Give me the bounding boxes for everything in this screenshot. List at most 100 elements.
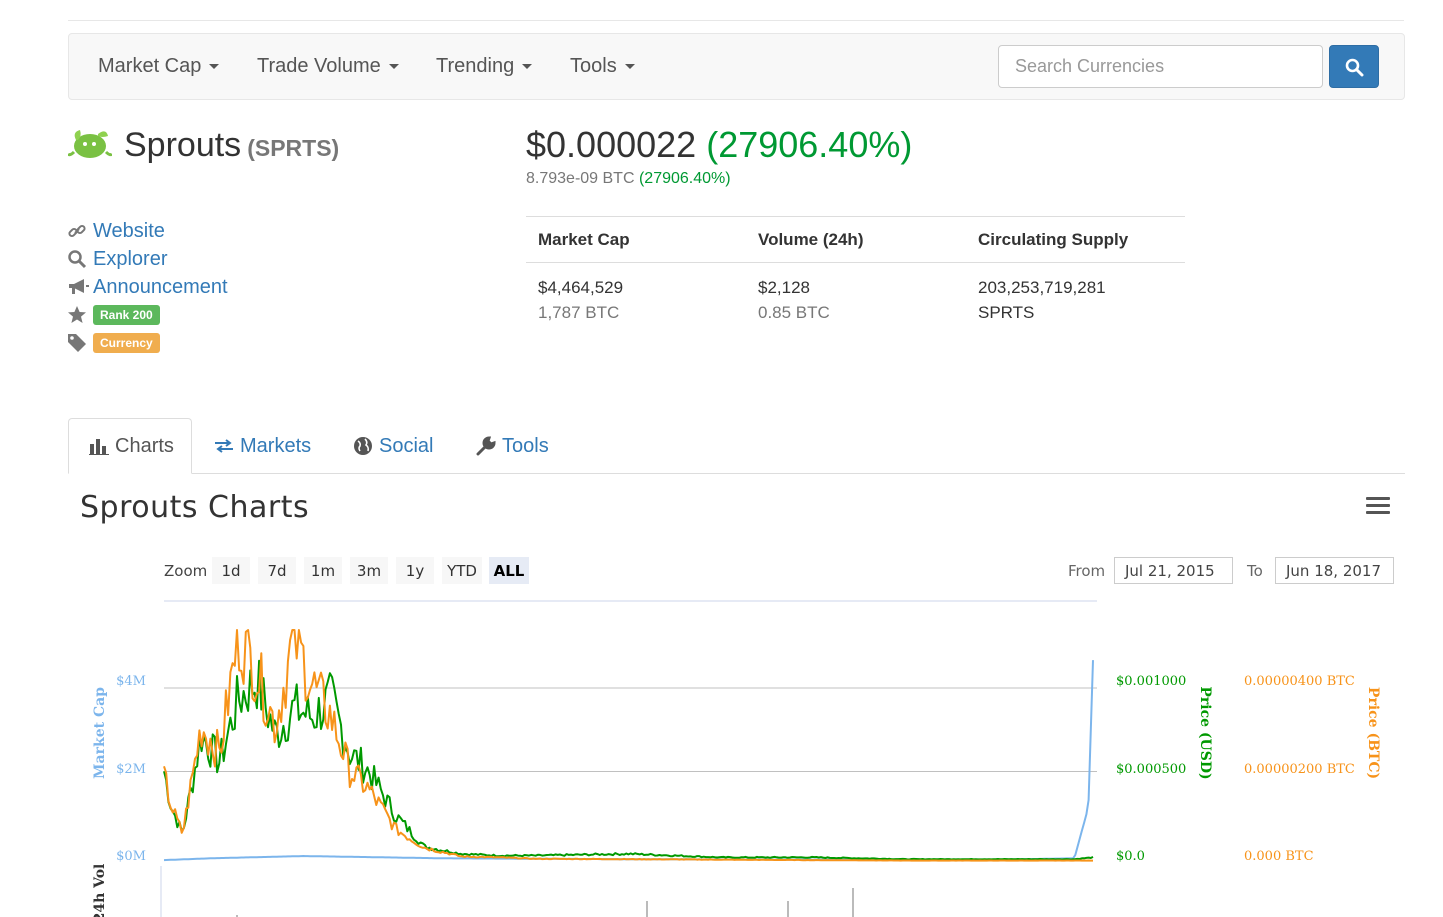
price-usd-block: $0.000022 (27906.40%) (526, 124, 912, 166)
tab-social-label: Social (379, 434, 434, 457)
link-icon (67, 221, 91, 241)
chart-title: Sprouts Charts (80, 490, 310, 525)
wrench-icon (476, 436, 496, 456)
website-link[interactable]: Website (93, 219, 165, 242)
chart-menu-button[interactable] (1366, 497, 1390, 517)
chart-grid (164, 687, 1097, 772)
nav-trade-volume-dropdown[interactable]: Trade Volume (257, 55, 399, 78)
zoom-label: Zoom (164, 562, 208, 580)
link-row-rank: Rank 200 (67, 301, 228, 329)
nav-trending-label: Trending (436, 55, 515, 77)
link-row-category: Currency (67, 329, 228, 357)
range-from-label: From (1068, 562, 1106, 580)
caret-down-icon (209, 64, 220, 70)
search-icon (1345, 58, 1364, 77)
stats-header-volume: Volume (24h) (758, 230, 864, 249)
nav-market-cap-dropdown[interactable]: Market Cap (98, 55, 220, 78)
search-icon (67, 249, 91, 269)
stat-market-cap-usd: $4,464,529 (538, 278, 624, 297)
range-to-label: To (1247, 562, 1263, 580)
price-change-percent: (27906.40%) (706, 124, 913, 165)
coin-name: Sprouts (124, 126, 242, 164)
link-row-announcement: Announcement (67, 273, 228, 301)
nav-tools-dropdown[interactable]: Tools (570, 55, 635, 78)
sprouts-logo-icon (68, 130, 112, 158)
price-btc-axis-title: Price (BTC) (1365, 687, 1381, 779)
stat-volume-usd: $2,128 (758, 278, 810, 297)
series-line-price-btc (163, 629, 1093, 862)
category-badge: Currency (93, 333, 160, 353)
price-btc: 8.793e-09 BTC (526, 170, 635, 187)
volume-pane (160, 866, 854, 917)
price-usd-tick-label: $0.000500 (1116, 762, 1186, 777)
tab-charts[interactable]: Charts (68, 418, 192, 474)
zoom-1m-button[interactable]: 1m (304, 557, 342, 584)
globe-icon (354, 437, 372, 455)
stat-market-cap-btc: 1,787 BTC (538, 303, 620, 322)
price-usd-tick-label: $0.0 (1116, 849, 1145, 864)
tab-social[interactable]: Social (353, 418, 433, 474)
top-navbar: Market Cap Trade Volume Trending Tools (68, 33, 1405, 100)
link-row-website: Website (67, 217, 228, 245)
coin-stats-table: Market Cap Volume (24h) Circulating Supp… (526, 216, 1185, 322)
price-usd-axis-title: Price (USD) (1197, 686, 1213, 779)
price-btc-tick-label: 0.000 BTC (1244, 849, 1314, 864)
price-btc-block: 8.793e-09 BTC (27906.40%) (526, 170, 731, 188)
chart-series (163, 629, 1094, 862)
coin-symbol: (SPRTS) (247, 135, 340, 161)
series-line-price-usd (163, 659, 1094, 861)
caret-down-icon (522, 64, 533, 70)
price-btc-tick-label: 0.00000200 BTC (1244, 762, 1355, 777)
zoom-ytd-button[interactable]: YTD (442, 557, 482, 584)
explorer-link[interactable]: Explorer (93, 247, 168, 270)
coin-tabs: Charts Markets Social Tools (68, 418, 1405, 474)
price-usd-tick-label: $0.001000 (1116, 674, 1186, 689)
exchange-icon (215, 439, 233, 453)
tag-icon (67, 333, 91, 353)
price-usd: $0.000022 (526, 124, 697, 165)
rank-badge: Rank 200 (93, 305, 160, 325)
zoom-1d-button[interactable]: 1d (212, 557, 250, 584)
hamburger-icon (1366, 497, 1390, 500)
series-line-market-cap (163, 660, 1094, 862)
top-divider (68, 20, 1404, 21)
nav-trade-volume-label: Trade Volume (257, 55, 381, 77)
chart-axes: $0M $2M $4M $0.0 $0.000500 $0.001000 0.000 BTC… (92, 674, 1381, 917)
tab-tools[interactable]: Tools (476, 418, 549, 474)
tab-markets[interactable]: Markets (214, 418, 311, 474)
market-cap-axis-title: Market Cap (92, 687, 108, 779)
bullhorn-icon (67, 277, 91, 297)
range-from-input[interactable]: Jul 21, 2015 (1114, 557, 1233, 584)
market-cap-tick-label: $0M (116, 849, 146, 864)
stats-header-supply: Circulating Supply (978, 230, 1129, 249)
range-to-input[interactable]: Jun 18, 2017 (1275, 557, 1394, 584)
caret-down-icon (388, 64, 399, 70)
coin-links-list: Website Explorer Announcement Rank 200 C… (67, 217, 228, 357)
nav-market-cap-label: Market Cap (98, 55, 202, 77)
stat-supply-amount: 203,253,719,281 (978, 278, 1106, 297)
nav-trending-dropdown[interactable]: Trending (436, 55, 533, 78)
tab-charts-label: Charts (115, 434, 174, 457)
market-cap-tick-label: $4M (116, 674, 146, 689)
search-currencies-input[interactable] (998, 45, 1323, 88)
stats-header-row: Market Cap Volume (24h) Circulating Supp… (526, 217, 1185, 263)
zoom-3m-button[interactable]: 3m (350, 557, 388, 584)
volume-axis-title: 24h Vol (92, 864, 108, 917)
search-button[interactable] (1329, 45, 1379, 88)
tab-markets-label: Markets (240, 434, 312, 457)
stat-volume-btc: 0.85 BTC (758, 303, 830, 322)
stat-supply-unit: SPRTS (978, 303, 1035, 322)
tab-tools-label: Tools (502, 434, 549, 457)
price-btc-tick-label: 0.00000400 BTC (1244, 674, 1355, 689)
link-row-explorer: Explorer (67, 245, 228, 273)
market-cap-tick-label: $2M (116, 762, 146, 777)
star-icon (67, 305, 91, 325)
bar-chart-icon (89, 439, 109, 455)
announcement-link[interactable]: Announcement (93, 275, 228, 298)
zoom-7d-button[interactable]: 7d (258, 557, 296, 584)
coin-title: Sprouts (SPRTS) (124, 126, 339, 165)
zoom-all-button[interactable]: ALL (489, 557, 529, 584)
zoom-1y-button[interactable]: 1y (396, 557, 434, 584)
nav-tools-label: Tools (570, 55, 617, 77)
stats-header-market-cap: Market Cap (538, 230, 630, 249)
